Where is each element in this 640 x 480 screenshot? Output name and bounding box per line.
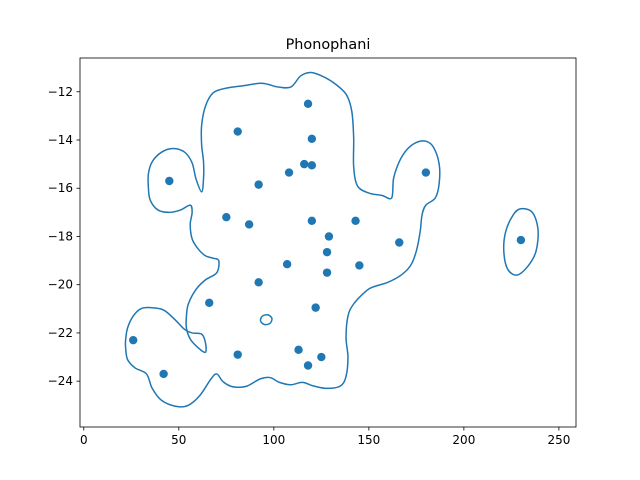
x-tick-label-200: 200 — [452, 433, 475, 447]
scatter-point-29 — [516, 235, 526, 245]
scatter-point-22 — [322, 247, 332, 257]
y-tick-label-24: −24 — [48, 374, 73, 388]
scatter-point-14 — [300, 159, 309, 169]
y-tick-label-12: −12 — [48, 85, 73, 99]
y-tick-label-16: −16 — [48, 181, 73, 195]
density-contour-1 — [124, 71, 441, 408]
x-tick-label-150: 150 — [357, 433, 380, 447]
scatter-point-1 — [129, 335, 138, 345]
y-tick-label-18: −18 — [48, 229, 73, 243]
scatter-point-23 — [322, 268, 332, 277]
chart-title: Phonophani — [286, 37, 371, 53]
scatter-point-26 — [355, 261, 364, 270]
scatter-point-3 — [165, 176, 174, 186]
scatter-points — [129, 99, 526, 379]
scatter-point-17 — [307, 216, 317, 225]
scatter-point-27 — [395, 238, 404, 247]
x-tick-label-100: 100 — [262, 433, 285, 447]
scatter-point-15 — [303, 361, 313, 370]
plot-frame — [79, 57, 577, 428]
scatter-point-20 — [311, 303, 320, 312]
y-tick-label-20: −20 — [48, 278, 73, 292]
scatter-point-9 — [254, 278, 263, 287]
scatter-point-28 — [421, 168, 431, 177]
scatter-point-10 — [254, 180, 263, 189]
scatter-point-6 — [233, 127, 242, 136]
y-axis: −12 −14 −16 −18 −20 −22 −24 — [48, 85, 80, 388]
scatter-point-19 — [307, 134, 317, 143]
scatter-point-16 — [303, 99, 313, 109]
scatter-point-24 — [324, 232, 334, 241]
scatter-point-12 — [284, 168, 294, 177]
scatter-point-2 — [159, 369, 168, 379]
density-contour-3 — [259, 313, 273, 326]
x-tick-label-50: 50 — [171, 433, 186, 447]
scatter-point-18 — [307, 161, 317, 170]
x-tick-label-0: 0 — [80, 433, 88, 447]
x-tick-label-250: 250 — [547, 433, 570, 447]
x-axis: 0 50 100 150 200 250 — [80, 427, 570, 447]
scatter-point-13 — [294, 345, 303, 355]
scatter-point-11 — [282, 260, 292, 269]
scatter-point-7 — [233, 350, 242, 359]
density-contours — [124, 71, 539, 408]
scatter-point-21 — [317, 352, 326, 362]
y-tick-label-14: −14 — [48, 133, 73, 147]
scatter-point-5 — [222, 212, 231, 222]
y-tick-label-22: −22 — [48, 326, 73, 340]
scatter-point-25 — [351, 216, 360, 225]
scatter-point-8 — [244, 220, 254, 229]
density-contour-2 — [502, 207, 539, 276]
scatter-point-4 — [205, 298, 214, 307]
